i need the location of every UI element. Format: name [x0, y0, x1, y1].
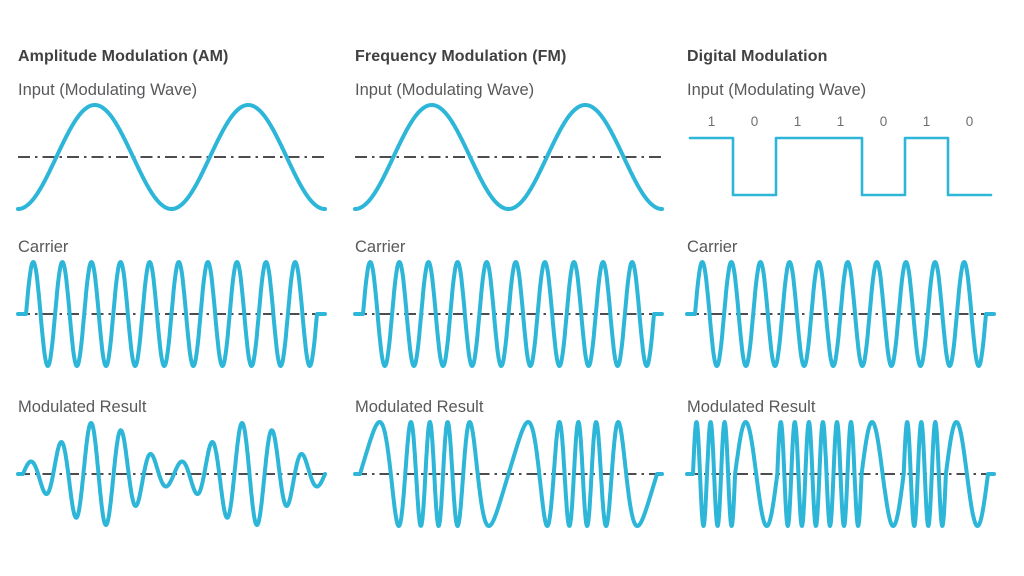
am-input-waveform [16, 102, 327, 211]
digital-result-section: Modulated Result [685, 397, 996, 532]
fm-input-waveform [353, 102, 664, 211]
modulation-diagram: Amplitude Modulation (AM) Input (Modulat… [16, 48, 996, 532]
am-carrier-label: Carrier [18, 237, 69, 256]
column-title-digital: Digital Modulation [687, 48, 828, 65]
bit-label: 1 [708, 114, 716, 129]
column-title-am: Amplitude Modulation (AM) [18, 48, 229, 65]
digital-input-waveform: 1 0 1 1 0 1 0 [688, 114, 993, 196]
digital-carrier-section: Carrier [685, 237, 996, 372]
digital-input-label: Input (Modulating Wave) [687, 80, 867, 99]
am-result-section: Modulated Result [16, 397, 327, 532]
am-result-label: Modulated Result [18, 397, 147, 416]
fm-carrier-label: Carrier [355, 237, 406, 256]
fm-modulated-result-waveform [353, 419, 664, 528]
am-modulated-result-waveform [16, 420, 327, 527]
column-frequency-modulation: Frequency Modulation (FM) Input (Modulat… [353, 48, 664, 532]
column-amplitude-modulation: Amplitude Modulation (AM) Input (Modulat… [16, 48, 327, 532]
digital-modulated-result-waveform [685, 419, 996, 528]
digital-input-section: Input (Modulating Wave) 1 0 1 1 0 1 0 [687, 81, 994, 215]
digital-carrier-waveform [685, 259, 996, 368]
fm-result-label: Modulated Result [355, 397, 484, 416]
digital-carrier-label: Carrier [687, 237, 738, 256]
bit-label: 1 [794, 114, 802, 129]
bit-label: 0 [966, 114, 974, 129]
bit-label: 1 [923, 114, 931, 129]
fm-carrier-section: Carrier [353, 237, 664, 372]
bit-label: 0 [751, 114, 759, 129]
fm-carrier-waveform [353, 259, 664, 368]
am-carrier-waveform [16, 259, 327, 368]
bit-label: 1 [837, 114, 845, 129]
am-carrier-section: Carrier [16, 237, 327, 372]
am-input-label: Input (Modulating Wave) [18, 80, 198, 99]
am-input-section: Input (Modulating Wave) [16, 80, 327, 215]
fm-result-section: Modulated Result [353, 397, 664, 532]
digital-result-label: Modulated Result [687, 397, 816, 416]
bit-label: 0 [880, 114, 888, 129]
fm-input-section: Input (Modulating Wave) [353, 80, 664, 215]
fm-input-label: Input (Modulating Wave) [355, 80, 535, 99]
column-digital-modulation: Digital Modulation Input (Modulating Wav… [685, 48, 996, 532]
column-title-fm: Frequency Modulation (FM) [355, 48, 567, 65]
